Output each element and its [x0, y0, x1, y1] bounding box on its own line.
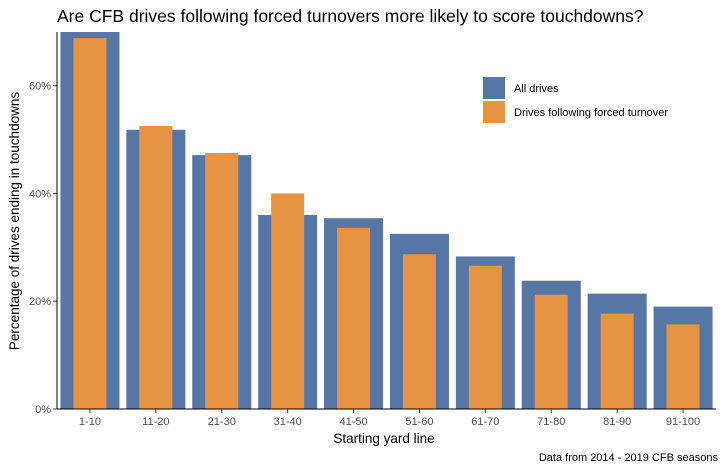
y-tick-label: 20%	[29, 296, 51, 308]
y-tick-label: 60%	[29, 81, 51, 93]
bars-layer	[60, 32, 713, 410]
bar-forced-turnover-41-50	[337, 227, 371, 409]
legend-key-forced-turnover	[483, 101, 505, 123]
y-axis: 0% 20% 40% 60%	[29, 32, 58, 416]
bar-forced-turnover-81-90	[600, 313, 634, 409]
x-tick-label: 51-60	[405, 416, 433, 428]
x-tick-label: 71-80	[537, 416, 565, 428]
y-axis-title-group: Percentage of drives ending in touchdown…	[7, 92, 22, 350]
bar-forced-turnover-11-20	[139, 126, 173, 409]
x-tick-label: 91-100	[666, 416, 700, 428]
x-tick-label: 81-90	[603, 416, 631, 428]
x-tick-label: 1-10	[79, 416, 101, 428]
chart-caption: Data from 2014 - 2019 CFB seasons	[538, 452, 718, 464]
x-axis: 1-10 11-20 21-30 31-40 41-50 51-60 61-70 71-80 8…	[57, 408, 716, 428]
x-tick-label: 41-50	[339, 416, 367, 428]
legend-label: Drives following forced turnover	[514, 107, 668, 119]
y-tick-label: 0%	[35, 404, 51, 416]
chart-title: Are CFB drives following forced turnover…	[57, 6, 644, 26]
bar-forced-turnover-31-40	[271, 193, 305, 409]
bar-forced-turnover-1-10	[73, 38, 107, 410]
x-tick-label: 11-20	[142, 416, 169, 428]
x-tick-label: 31-40	[274, 416, 302, 428]
bar-forced-turnover-71-80	[534, 294, 568, 409]
legend: All drives Drives following forced turnov…	[483, 77, 668, 123]
legend-label: All drives	[514, 83, 559, 95]
bar-forced-turnover-61-70	[468, 265, 502, 409]
bar-forced-turnover-21-30	[205, 152, 239, 410]
y-tick-label: 40%	[29, 188, 51, 200]
x-axis-title: Starting yard line	[333, 431, 434, 446]
y-axis-title: Percentage of drives ending in touchdown…	[7, 92, 22, 350]
bar-forced-turnover-51-60	[402, 254, 436, 409]
bar-forced-turnover-91-100	[666, 324, 700, 409]
x-tick-label: 21-30	[208, 416, 236, 428]
legend-key-all-drives	[483, 77, 505, 99]
x-tick-label: 61-70	[471, 416, 499, 428]
